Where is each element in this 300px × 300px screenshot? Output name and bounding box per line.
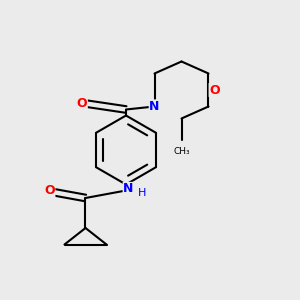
Text: H: H [137,188,146,199]
Text: O: O [44,184,55,197]
Text: N: N [123,182,134,196]
Text: O: O [76,97,87,110]
Text: O: O [209,83,220,97]
Text: CH₃: CH₃ [173,147,190,156]
Text: N: N [149,100,160,113]
